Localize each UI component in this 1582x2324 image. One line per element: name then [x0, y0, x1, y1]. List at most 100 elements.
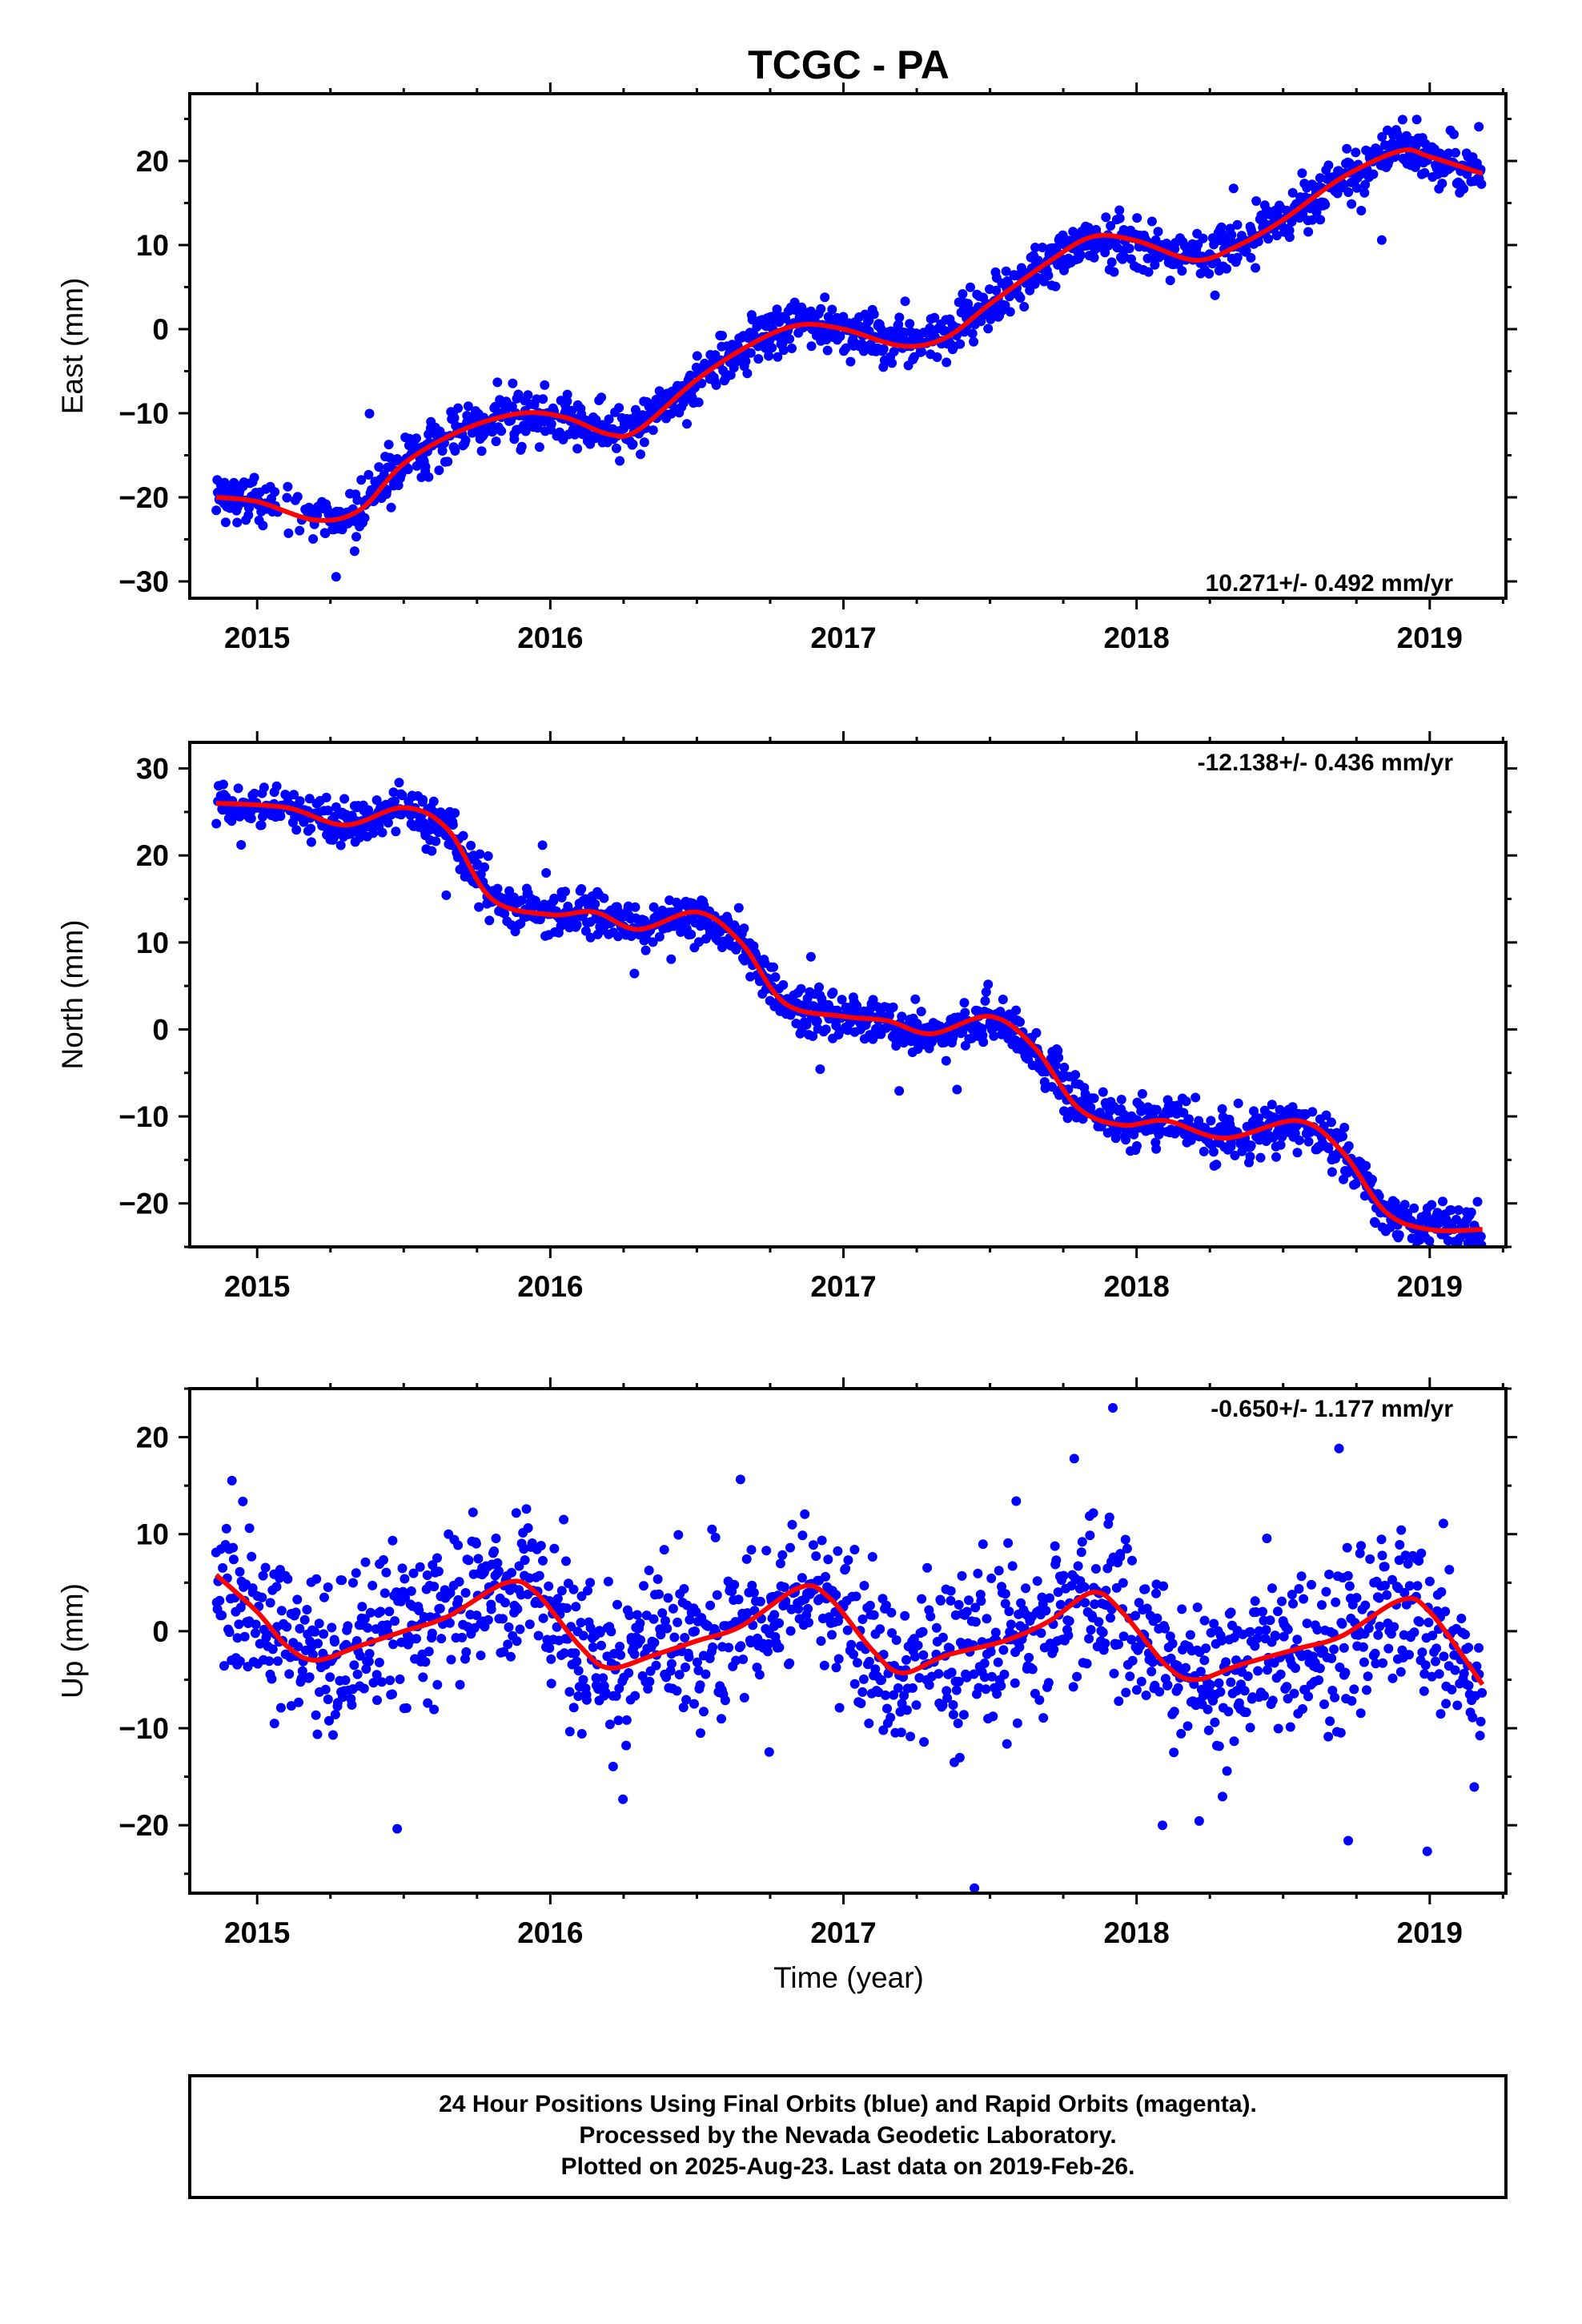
up-data-point — [1452, 1700, 1463, 1711]
up-data-point — [538, 1555, 548, 1566]
up-frame — [188, 1387, 1508, 1895]
up-data-point — [1438, 1518, 1448, 1529]
up-data-point — [1283, 1624, 1293, 1634]
up-data-point — [1464, 1680, 1474, 1691]
up-data-point — [1396, 1525, 1407, 1535]
up-data-point — [1100, 1638, 1110, 1649]
east-data-point — [806, 341, 817, 352]
up-data-point — [613, 1715, 624, 1726]
north-data-point — [304, 794, 315, 804]
up-data-point — [885, 1712, 896, 1723]
north-data-point — [1199, 1146, 1209, 1156]
up-data-point — [544, 1643, 555, 1653]
east-data-point — [1303, 227, 1314, 237]
up-data-point — [749, 1587, 759, 1598]
up-data-point — [741, 1554, 752, 1564]
up-data-point — [235, 1656, 245, 1667]
up-data-point — [1049, 1644, 1059, 1655]
up-data-point — [493, 1566, 504, 1576]
east-data-point — [778, 345, 789, 356]
up-data-point — [1279, 1631, 1289, 1642]
up-data-point — [1010, 1678, 1020, 1688]
up-data-point — [1147, 1657, 1158, 1667]
east-data-point — [1124, 243, 1134, 254]
north-data-point — [323, 806, 333, 815]
up-data-point — [1152, 1613, 1162, 1623]
up-data-point — [942, 1686, 952, 1696]
east-x-tick-label: 2019 — [1397, 621, 1463, 654]
up-y-tick-label: 10 — [136, 1518, 169, 1551]
east-y-tick-label: −10 — [118, 397, 169, 430]
up-data-point — [1210, 1717, 1220, 1727]
east-data-point — [1001, 266, 1011, 276]
up-data-point — [296, 1673, 307, 1683]
north-data-point — [1343, 1141, 1354, 1151]
up-data-point — [428, 1560, 438, 1570]
up-data-point — [657, 1608, 668, 1618]
up-data-point — [865, 1600, 875, 1610]
north-x-tick-label: 2019 — [1397, 1270, 1463, 1303]
east-data-point — [243, 510, 254, 521]
north-data-point — [458, 830, 468, 841]
east-data-point — [772, 304, 782, 315]
east-data-point — [386, 502, 396, 513]
up-data-point — [867, 1552, 877, 1562]
up-data-point — [1012, 1718, 1022, 1728]
up-data-point — [785, 1626, 796, 1636]
east-data-point — [283, 528, 294, 538]
up-data-point — [1215, 1687, 1226, 1697]
east-y-tick-label: −30 — [118, 565, 169, 598]
up-data-point — [942, 1693, 953, 1703]
up-data-point — [1079, 1582, 1090, 1592]
north-data-point — [1206, 1116, 1216, 1126]
up-data-point — [988, 1711, 998, 1722]
up-data-point — [578, 1675, 588, 1685]
up-data-point — [1399, 1588, 1410, 1598]
up-data-point — [432, 1679, 443, 1690]
up-data-point — [864, 1719, 874, 1728]
up-data-point — [1203, 1704, 1213, 1715]
up-data-point — [1173, 1683, 1183, 1693]
up-data-point — [1339, 1642, 1349, 1653]
up-data-point — [1098, 1627, 1108, 1638]
up-data-point — [678, 1703, 689, 1713]
up-data-point — [954, 1676, 964, 1687]
east-data-point — [969, 336, 979, 347]
east-data-point — [379, 469, 389, 480]
up-data-point — [1177, 1604, 1187, 1614]
north-data-point — [821, 1024, 831, 1035]
north-data-point — [394, 778, 404, 788]
up-data-point — [648, 1614, 659, 1624]
up-data-point — [1427, 1671, 1437, 1682]
east-data-point — [591, 415, 601, 425]
up-data-point — [919, 1737, 930, 1747]
up-data-point — [899, 1691, 909, 1701]
up-model-curve — [214, 1573, 1485, 1687]
up-data-point — [1231, 1655, 1241, 1666]
up-data-point — [238, 1496, 248, 1506]
up-data-point — [271, 1582, 282, 1592]
up-data-point — [1319, 1699, 1329, 1710]
east-data-point — [604, 414, 614, 424]
up-data-point — [938, 1700, 948, 1711]
north-data-point — [998, 995, 1008, 1004]
north-data-point — [1116, 1095, 1126, 1104]
up-data-point — [1265, 1615, 1275, 1626]
up-data-point — [359, 1683, 369, 1694]
up-data-point — [986, 1647, 996, 1657]
up-data-point — [1120, 1534, 1130, 1545]
up-data-point — [787, 1519, 797, 1530]
up-data-point — [666, 1659, 677, 1669]
up-data-point — [641, 1610, 652, 1621]
east-model-curve — [215, 147, 1484, 523]
north-data-point — [796, 983, 806, 994]
east-data-point — [932, 352, 942, 362]
up-data-point — [453, 1540, 464, 1550]
up-data-point — [1004, 1606, 1014, 1617]
up-data-point — [851, 1591, 861, 1602]
up-data-point — [754, 1670, 765, 1680]
north-data-point — [916, 1007, 926, 1017]
up-data-point — [323, 1695, 333, 1704]
up-data-point — [576, 1729, 587, 1739]
